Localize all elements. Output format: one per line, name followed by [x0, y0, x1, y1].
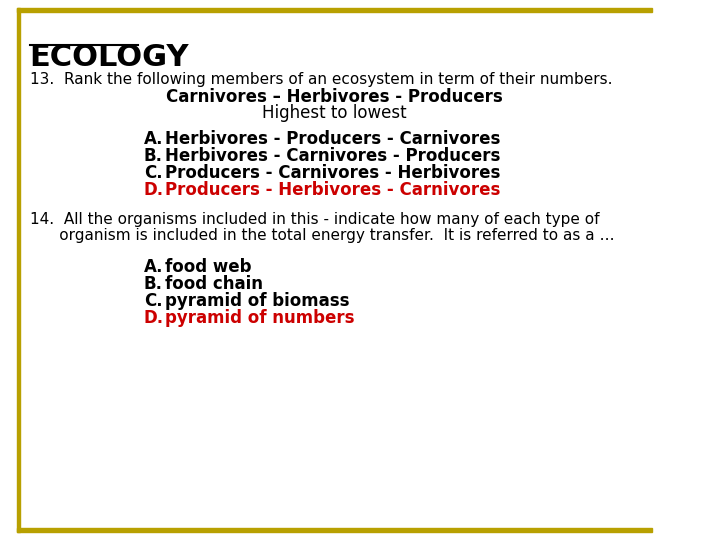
Text: B.: B.	[144, 147, 163, 165]
Text: -: -	[144, 43, 165, 72]
Text: B.: B.	[144, 275, 163, 293]
Bar	[17, 8, 20, 532]
Text: pyramid of biomass: pyramid of biomass	[166, 292, 350, 310]
Bar	[17, 528, 652, 532]
Text: organism is included in the total energy transfer.  It is referred to as a …: organism is included in the total energy…	[30, 228, 614, 243]
Text: C.: C.	[144, 292, 163, 310]
Text: Highest to lowest: Highest to lowest	[262, 104, 407, 122]
Text: Producers - Herbivores - Carnivores: Producers - Herbivores - Carnivores	[166, 181, 500, 199]
Text: A.: A.	[144, 258, 163, 276]
Text: D.: D.	[144, 309, 164, 327]
Text: A.: A.	[144, 130, 163, 148]
Text: Herbivores - Carnivores - Producers: Herbivores - Carnivores - Producers	[166, 147, 500, 165]
Text: 14.  All the organisms included in this - indicate how many of each type of: 14. All the organisms included in this -…	[30, 212, 599, 227]
Bar	[17, 8, 652, 12]
Text: D.: D.	[144, 181, 164, 199]
Text: C.: C.	[144, 164, 163, 182]
Text: food chain: food chain	[166, 275, 264, 293]
Text: Producers - Carnivores - Herbivores: Producers - Carnivores - Herbivores	[166, 164, 500, 182]
Text: 13.  Rank the following members of an ecosystem in term of their numbers.: 13. Rank the following members of an eco…	[30, 72, 612, 87]
Text: food web: food web	[166, 258, 252, 276]
Text: pyramid of numbers: pyramid of numbers	[166, 309, 355, 327]
Text: ECOLOGY: ECOLOGY	[30, 43, 189, 72]
Text: Carnivores – Herbivores - Producers: Carnivores – Herbivores - Producers	[166, 88, 503, 106]
Text: Herbivores - Producers - Carnivores: Herbivores - Producers - Carnivores	[166, 130, 500, 148]
